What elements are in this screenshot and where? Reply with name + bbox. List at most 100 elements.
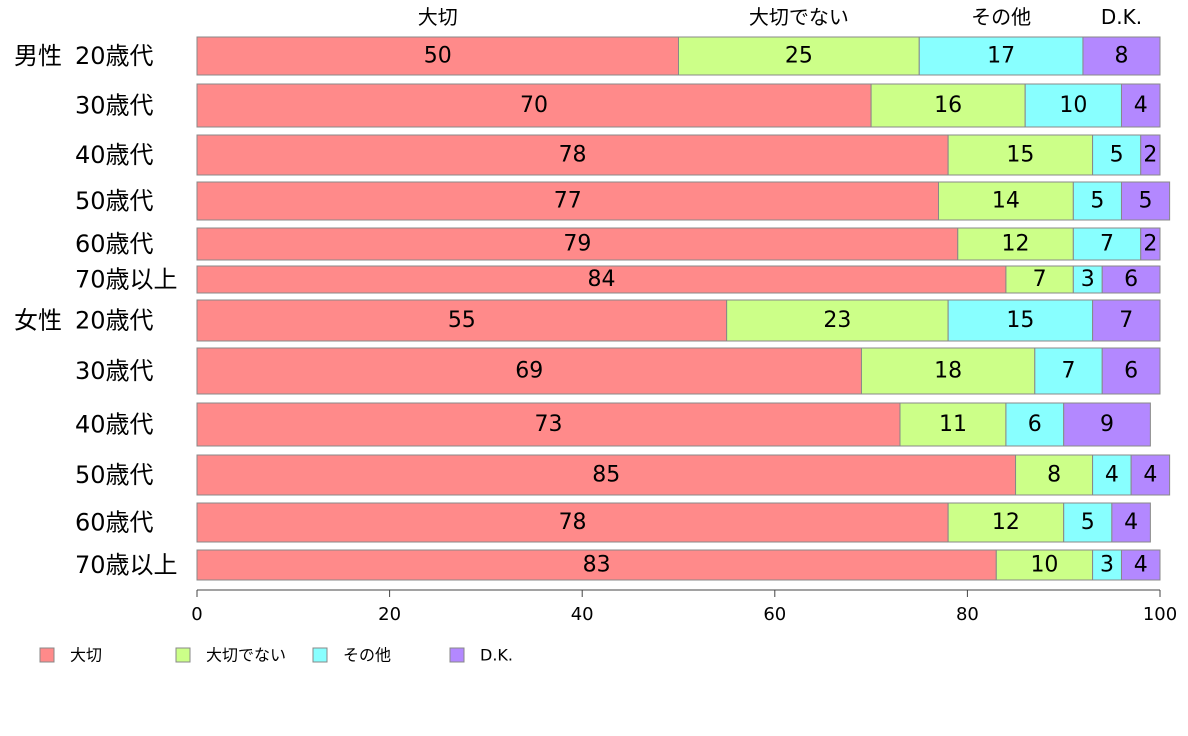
row-label: 70歳以上 <box>75 266 178 294</box>
row-label: 40歳代 <box>75 141 154 169</box>
bar-segment <box>1063 502 1113 543</box>
bar-segment <box>947 134 1094 176</box>
bar-segment <box>1034 347 1103 395</box>
bar-segment <box>1024 83 1122 128</box>
bar-segment <box>957 227 1074 261</box>
data-label: 12 <box>1002 232 1030 257</box>
data-label: 6 <box>1124 359 1138 384</box>
bar-segment <box>196 299 728 342</box>
data-label: 6 <box>1028 412 1042 437</box>
bar-segment <box>196 454 1017 496</box>
data-label: 3 <box>1081 267 1095 292</box>
legend-swatch <box>175 647 191 663</box>
bar-segment <box>196 181 940 221</box>
bar-segment <box>1072 227 1142 261</box>
bar-segment <box>1111 502 1151 543</box>
legend-swatch <box>39 647 55 663</box>
data-label: 85 <box>592 463 620 488</box>
data-label: 8 <box>1114 44 1128 69</box>
data-label: 83 <box>583 553 611 578</box>
data-label: 4 <box>1134 553 1148 578</box>
data-label: 7 <box>1100 232 1114 257</box>
legend-label: 大切でない <box>206 646 286 665</box>
data-label: 16 <box>934 93 962 118</box>
data-label: 8 <box>1047 463 1061 488</box>
data-label: 73 <box>534 412 562 437</box>
data-label: 5 <box>1090 189 1104 214</box>
legend-label: D.K. <box>480 646 513 665</box>
bar-segment <box>1082 36 1161 76</box>
legend-swatch <box>312 647 328 663</box>
bar-segment <box>947 502 1065 543</box>
bar-segment <box>1063 402 1151 447</box>
data-label: 17 <box>987 44 1015 69</box>
bar-segment <box>1120 181 1171 221</box>
row-label: 30歳代 <box>75 92 154 120</box>
group-label: 男性 <box>14 42 62 70</box>
bar-segment <box>678 36 920 76</box>
bar-segment <box>726 299 949 342</box>
data-label: 11 <box>939 412 967 437</box>
bar-segment <box>1140 227 1161 261</box>
legend-label: 大切 <box>70 646 102 665</box>
data-label: 78 <box>559 510 587 535</box>
data-label: 15 <box>1006 143 1034 168</box>
data-label: 77 <box>554 189 582 214</box>
data-label: 7 <box>1033 267 1047 292</box>
column-header-0: 大切 <box>418 5 458 29</box>
bar-segment <box>196 134 949 176</box>
row-label: 70歳以上 <box>75 551 178 579</box>
column-header-1: 大切でない <box>749 5 849 29</box>
row-label: 20歳代 <box>75 42 154 70</box>
x-tick-label: 20 <box>378 604 401 625</box>
data-label: 7 <box>1119 308 1133 333</box>
data-label: 7 <box>1062 359 1076 384</box>
column-headers: 大切 大切でない その他 D.K. <box>418 5 1142 29</box>
data-label: 2 <box>1143 143 1157 168</box>
data-label: 5 <box>1081 510 1095 535</box>
x-tick-label: 0 <box>191 604 202 625</box>
bar-segment <box>1092 299 1161 342</box>
bar-segment <box>1092 549 1122 581</box>
row-label: 50歳代 <box>75 461 154 489</box>
column-header-3: D.K. <box>1101 5 1142 29</box>
data-label: 18 <box>934 359 962 384</box>
data-label: 14 <box>992 189 1020 214</box>
column-header-2: その他 <box>971 5 1031 29</box>
data-label: 3 <box>1100 553 1114 578</box>
group-label: 女性 <box>14 307 62 335</box>
bar-segment <box>196 549 997 581</box>
data-label: 50 <box>424 44 452 69</box>
row-label: 20歳代 <box>75 307 154 335</box>
bar-segment <box>1092 454 1132 496</box>
row-label: 60歳代 <box>75 509 154 537</box>
data-label: 12 <box>992 510 1020 535</box>
bar-segment <box>196 83 872 128</box>
legend-label: その他 <box>343 646 391 665</box>
bar-segment <box>918 36 1084 76</box>
data-label: 55 <box>448 308 476 333</box>
data-label: 70 <box>520 93 548 118</box>
data-label: 5 <box>1139 189 1153 214</box>
bar-segment <box>1140 134 1161 176</box>
x-axis: 0 20 40 60 80 100 <box>191 589 1177 625</box>
data-label: 9 <box>1100 412 1114 437</box>
data-label: 79 <box>563 232 591 257</box>
bar-segment <box>1005 402 1065 447</box>
data-label: 4 <box>1105 463 1119 488</box>
data-label: 4 <box>1124 510 1138 535</box>
data-label: 15 <box>1006 308 1034 333</box>
row-label: 50歳代 <box>75 187 154 215</box>
bar-segment <box>196 402 901 447</box>
data-label: 23 <box>823 308 851 333</box>
bar-segment <box>196 227 959 261</box>
bar-segment <box>196 36 679 76</box>
data-label: 6 <box>1124 267 1138 292</box>
x-tick-label: 60 <box>763 604 786 625</box>
bar-segment <box>196 347 862 395</box>
bar-segment <box>870 83 1026 128</box>
bar-segment <box>860 347 1036 395</box>
data-label: 10 <box>1059 93 1087 118</box>
